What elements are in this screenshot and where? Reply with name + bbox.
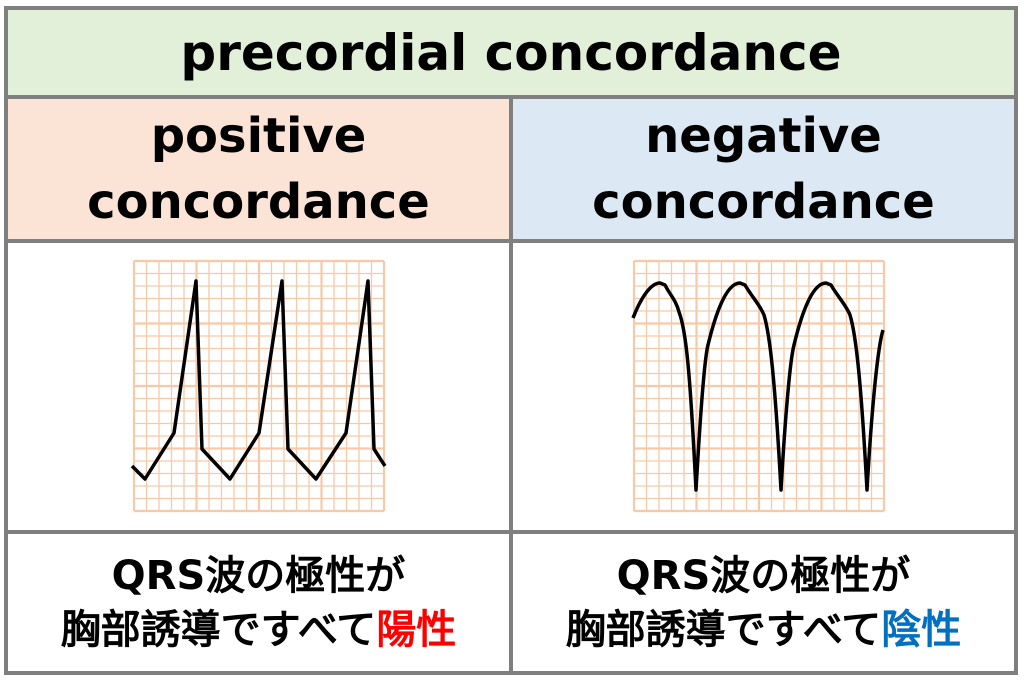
positive-accent-text: 陽性 [376, 607, 457, 653]
negative-description: QRS波の極性が胸部誘導ですべて陰性 [513, 534, 1014, 672]
negative-desc-line2: 胸部誘導ですべて [565, 607, 882, 653]
positive-desc-line2: 胸部誘導ですべて [60, 607, 377, 653]
negative-ecg-grid [632, 259, 886, 513]
positive-heading-line1: positive [150, 108, 367, 164]
negative-ecg-trace [631, 281, 885, 492]
positive-ecg-trace [130, 279, 387, 481]
positive-description: QRS波の極性が胸部誘導ですべて陽性 [8, 534, 509, 672]
divider [509, 96, 513, 675]
title: precordial concordance [8, 10, 1014, 95]
negative-accent-text: 陰性 [881, 607, 962, 653]
positive-ecg-grid [132, 259, 386, 513]
negative-heading-line2: concordance [592, 174, 935, 230]
negative-heading-line1: negative [645, 108, 882, 164]
positive-heading-line2: concordance [87, 174, 430, 230]
positive-heading: positive concordance [8, 99, 509, 239]
positive-desc-line1: QRS波の極性が [111, 553, 406, 599]
negative-heading: negative concordance [513, 99, 1014, 239]
negative-desc-line1: QRS波の極性が [616, 553, 911, 599]
